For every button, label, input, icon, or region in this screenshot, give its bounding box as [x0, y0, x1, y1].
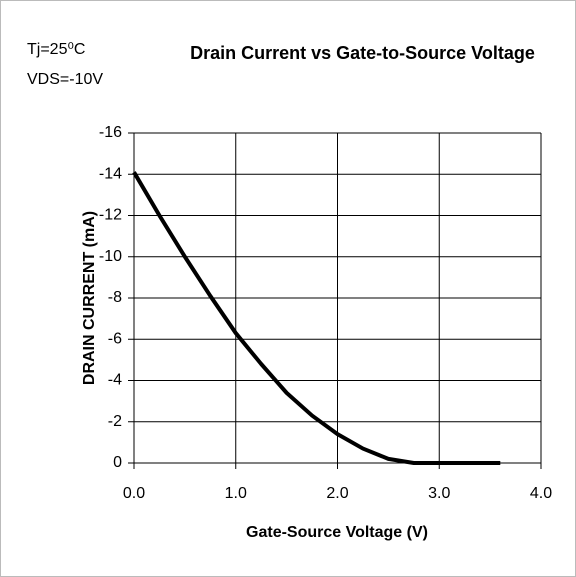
y-tick-label: -2: [108, 413, 122, 430]
y-tick-label: -14: [99, 165, 122, 182]
y-tick-label: 0: [113, 454, 122, 471]
annotation: VDS=-10V: [27, 71, 103, 88]
x-tick-label: 4.0: [530, 485, 552, 502]
y-tick-label: -6: [108, 330, 122, 347]
y-axis-label: DRAIN CURRENT (mA): [81, 211, 98, 385]
x-tick-label: 3.0: [428, 485, 450, 502]
y-tick-label: -12: [99, 207, 122, 224]
y-tick-label: -4: [108, 372, 122, 389]
y-tick-label: -8: [108, 289, 122, 306]
x-axis-label: Gate-Source Voltage (V): [246, 524, 428, 541]
chart-title: Drain Current vs Gate-to-Source Voltage: [190, 43, 535, 63]
y-tick-label: -10: [99, 248, 122, 265]
x-tick-label: 1.0: [225, 485, 247, 502]
x-tick-label: 0.0: [123, 485, 145, 502]
y-tick-label: -16: [99, 124, 122, 141]
annotation: Tj=25⁰C: [27, 41, 85, 58]
x-tick-label: 2.0: [326, 485, 348, 502]
data-line: [132, 171, 501, 465]
